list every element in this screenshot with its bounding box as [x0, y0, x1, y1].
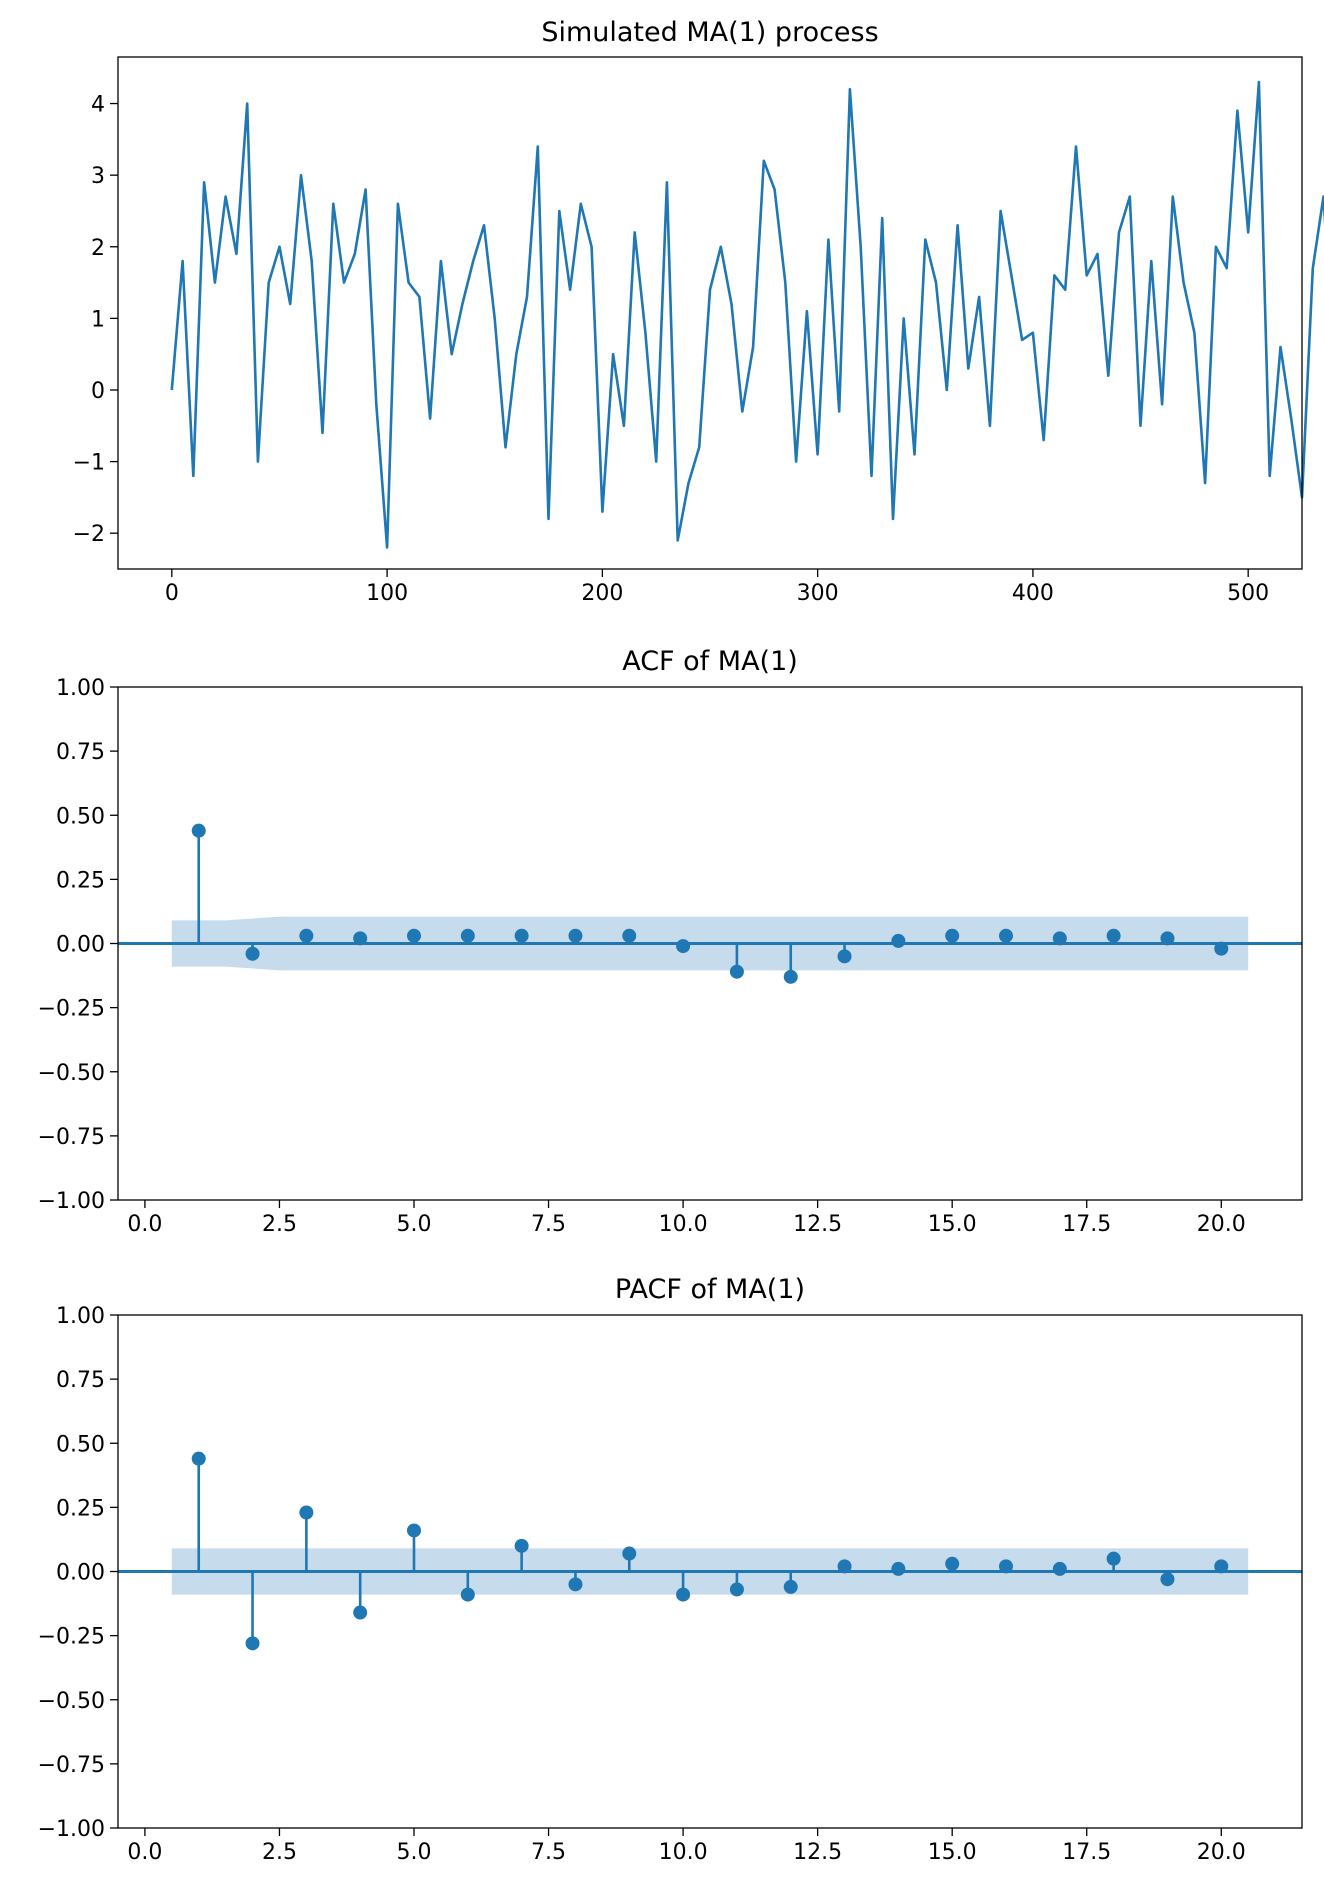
stem-marker	[676, 939, 691, 954]
stem-marker	[191, 1451, 206, 1466]
stem-marker	[676, 1587, 691, 1602]
y-tick-label: 1.00	[56, 676, 105, 701]
x-tick-label: 10.0	[659, 1840, 708, 1865]
stem-marker	[945, 928, 960, 943]
y-tick-label: 0.25	[56, 1496, 105, 1521]
stem-marker	[1106, 1551, 1121, 1566]
x-tick-label: 7.5	[531, 1840, 566, 1865]
y-tick-label: −0.25	[38, 1625, 105, 1650]
y-tick-label: 0.00	[56, 1561, 105, 1586]
y-tick-label: −1.00	[38, 1817, 105, 1842]
series-line	[170, 80, 1324, 549]
x-tick-label: 5.0	[397, 1840, 432, 1865]
stem-marker	[514, 928, 529, 943]
process-panel: Simulated MA(1) process 0 100 200 300 400 500…	[73, 17, 1324, 606]
y-tick-label: 1	[91, 307, 105, 332]
x-tick-label: 15.0	[928, 1212, 977, 1237]
stem-marker	[999, 928, 1013, 943]
axes-frame	[117, 56, 1303, 570]
x-tick-label: 17.5	[1062, 1840, 1111, 1865]
stem-marker	[891, 933, 906, 948]
x-tick-label: 2.5	[262, 1212, 297, 1237]
process-title: Simulated MA(1) process	[541, 17, 878, 48]
pacf-panel: PACF of MA(1) 0.0 2.5 5.0 7.5 10.0 12.5 15.0 17…	[38, 1274, 1303, 1865]
stem-marker	[622, 928, 637, 943]
stem-marker	[299, 928, 314, 943]
stem-marker	[622, 1546, 637, 1561]
stem-marker	[783, 1579, 798, 1594]
stem-marker	[568, 928, 583, 943]
stem-marker	[245, 1636, 260, 1651]
x-tick-label: 0	[165, 581, 179, 606]
y-tick-label: 0.50	[56, 1432, 105, 1457]
x-tick-label: 500	[1227, 581, 1269, 606]
x-tick-label: 5.0	[397, 1212, 432, 1237]
stem-marker	[1160, 1572, 1175, 1587]
y-tick-label: −1.00	[38, 1189, 105, 1214]
y-tick-label: 1.00	[56, 1304, 105, 1329]
y-tick-label: 3	[91, 164, 105, 189]
x-tick-label: 17.5	[1062, 1212, 1111, 1237]
stem-marker	[407, 928, 421, 943]
y-tick-label: −0.50	[38, 1061, 105, 1086]
x-tick-label: 15.0	[928, 1840, 977, 1865]
pacf-title: PACF of MA(1)	[615, 1274, 805, 1305]
x-tick-label: 400	[1012, 581, 1054, 606]
x-tick-label: 10.0	[659, 1212, 708, 1237]
y-tick-label: 0.75	[56, 740, 105, 765]
stem-marker	[568, 1577, 583, 1592]
acf-title: ACF of MA(1)	[622, 646, 798, 677]
x-tick-label: 20.0	[1197, 1212, 1246, 1237]
stem-marker	[729, 964, 744, 979]
stem-marker	[1052, 931, 1067, 946]
y-tick-label: 2	[91, 236, 105, 261]
stem-marker	[245, 946, 260, 961]
stem-marker	[1214, 1559, 1229, 1574]
x-tick-label: 20.0	[1197, 1840, 1246, 1865]
y-tick-label: −0.50	[38, 1689, 105, 1714]
x-tick-label: 200	[581, 581, 623, 606]
x-tick-label: 12.5	[793, 1212, 842, 1237]
stem-marker	[191, 823, 206, 838]
y-tick-label: 0	[91, 379, 105, 404]
stem-marker	[837, 949, 852, 964]
y-tick-label: 0.00	[56, 933, 105, 958]
stem-marker	[1214, 941, 1229, 956]
stem-marker	[837, 1559, 852, 1574]
y-tick-label: −1	[73, 451, 105, 476]
stem-marker	[1160, 931, 1175, 946]
x-tick-label: 7.5	[531, 1212, 566, 1237]
y-tick-label: −0.75	[38, 1125, 105, 1150]
stem-marker	[514, 1538, 529, 1553]
stem-marker	[299, 1505, 314, 1520]
stem-marker	[945, 1556, 960, 1571]
y-tick-label: 0.50	[56, 804, 105, 829]
stem-marker	[891, 1561, 906, 1576]
stem-marker	[729, 1582, 744, 1597]
stem-marker	[407, 1523, 421, 1538]
acf-panel: ACF of MA(1) 0.0 2.5 5.0 7.5 10.0 12.5 15.0 17.…	[38, 646, 1303, 1237]
stem-marker	[999, 1559, 1013, 1574]
y-tick-label: 0.75	[56, 1368, 105, 1393]
x-tick-label: 100	[366, 581, 408, 606]
y-tick-label: −0.25	[38, 997, 105, 1022]
stem-marker	[460, 1587, 475, 1602]
stem-marker	[1106, 928, 1121, 943]
y-tick-label: 4	[91, 93, 105, 118]
y-tick-label: 0.25	[56, 868, 105, 893]
x-tick-label: 0.0	[127, 1840, 162, 1865]
stem-marker	[783, 969, 798, 984]
x-tick-label: 300	[797, 581, 839, 606]
stem-marker	[1052, 1561, 1067, 1576]
stem-marker	[460, 928, 475, 943]
x-tick-label: 0.0	[127, 1212, 162, 1237]
y-tick-label: −0.75	[38, 1753, 105, 1778]
x-tick-label: 2.5	[262, 1840, 297, 1865]
stem-marker	[353, 931, 368, 946]
y-tick-label: −2	[73, 522, 105, 547]
stem-marker	[353, 1605, 368, 1620]
x-tick-label: 12.5	[793, 1840, 842, 1865]
